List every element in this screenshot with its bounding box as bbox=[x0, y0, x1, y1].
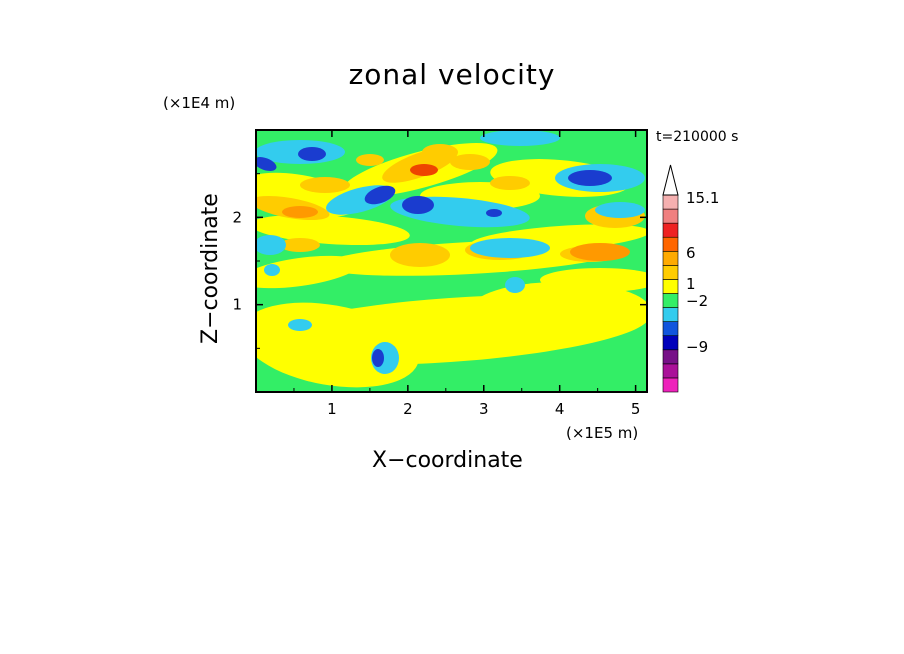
y-tick-label: 1 bbox=[232, 296, 242, 314]
colorbar-segment-1 bbox=[662, 363, 679, 379]
x-axis: 1 2 3 4 5 bbox=[293, 130, 641, 418]
field-region-42 bbox=[256, 157, 277, 171]
colorbar-segment-5 bbox=[662, 307, 679, 322]
y-tick-label: 2 bbox=[232, 208, 242, 226]
field-region-39 bbox=[298, 147, 326, 161]
field-region-36 bbox=[505, 277, 525, 293]
time-label: t=210000 s bbox=[656, 129, 739, 145]
field-region-35 bbox=[256, 235, 286, 255]
x-axis-unit: (×1E5 m) bbox=[566, 424, 639, 442]
field-region-5 bbox=[256, 214, 410, 246]
colorbar-label: 1 bbox=[686, 275, 696, 293]
field-region-2 bbox=[470, 282, 647, 338]
colorbar-segment-0 bbox=[662, 377, 679, 393]
field-region-26 bbox=[410, 164, 438, 176]
field-region-7 bbox=[540, 268, 647, 292]
colorbar-segment-4 bbox=[662, 321, 679, 337]
field-region-34 bbox=[288, 319, 312, 331]
field-region-14 bbox=[280, 238, 320, 252]
x-tick-label: 5 bbox=[631, 400, 641, 418]
x-tick-label: 2 bbox=[403, 400, 413, 418]
colorbar-segment-8 bbox=[662, 265, 679, 280]
x-axis-label: X−coordinate bbox=[372, 448, 523, 473]
colorbar-segment-3 bbox=[662, 335, 679, 351]
field-region-18 bbox=[300, 177, 350, 193]
y-axis: 12 bbox=[232, 173, 647, 349]
field-region-33 bbox=[470, 238, 550, 258]
velocity-field bbox=[256, 130, 647, 392]
field-region-32 bbox=[595, 202, 645, 218]
field-region-23 bbox=[422, 144, 458, 160]
field-region-22 bbox=[356, 154, 384, 166]
colorbar-segment-7 bbox=[662, 279, 679, 294]
colorbar: 15.1 6 1−2 −9 bbox=[662, 164, 719, 393]
chart-title: zonal velocity bbox=[348, 58, 556, 91]
colorbar-segment-10 bbox=[662, 236, 679, 252]
x-tick-label: 3 bbox=[479, 400, 489, 418]
field-region-21 bbox=[490, 176, 530, 190]
colorbar-extend-arrow bbox=[662, 164, 679, 196]
colorbar-segment-2 bbox=[662, 349, 679, 365]
field-region-44 bbox=[486, 209, 502, 217]
field-region-30 bbox=[480, 130, 560, 146]
colorbar-segment-13 bbox=[662, 194, 679, 210]
field-region-12 bbox=[390, 243, 450, 267]
colorbar-label: −9 bbox=[686, 338, 708, 356]
field-region-40 bbox=[364, 185, 396, 205]
field-region-41 bbox=[402, 196, 434, 214]
field-region-24 bbox=[570, 243, 630, 261]
x-tick-label: 1 bbox=[327, 400, 337, 418]
colorbar-segment-9 bbox=[662, 250, 679, 266]
colorbar-label: −2 bbox=[686, 292, 708, 310]
x-tick-label: 4 bbox=[555, 400, 565, 418]
colorbar-segment-12 bbox=[662, 208, 679, 224]
colorbar-segment-11 bbox=[662, 222, 679, 238]
field-region-20 bbox=[450, 154, 490, 170]
colorbar-segment-6 bbox=[662, 293, 679, 308]
y-axis-unit: (×1E4 m) bbox=[163, 94, 236, 112]
field-region-37 bbox=[264, 264, 280, 276]
field-region-45 bbox=[372, 349, 384, 367]
field-region-25 bbox=[282, 206, 318, 218]
colorbar-label: 6 bbox=[686, 244, 696, 262]
field-region-43 bbox=[568, 170, 612, 186]
colorbar-label: 15.1 bbox=[686, 189, 719, 207]
